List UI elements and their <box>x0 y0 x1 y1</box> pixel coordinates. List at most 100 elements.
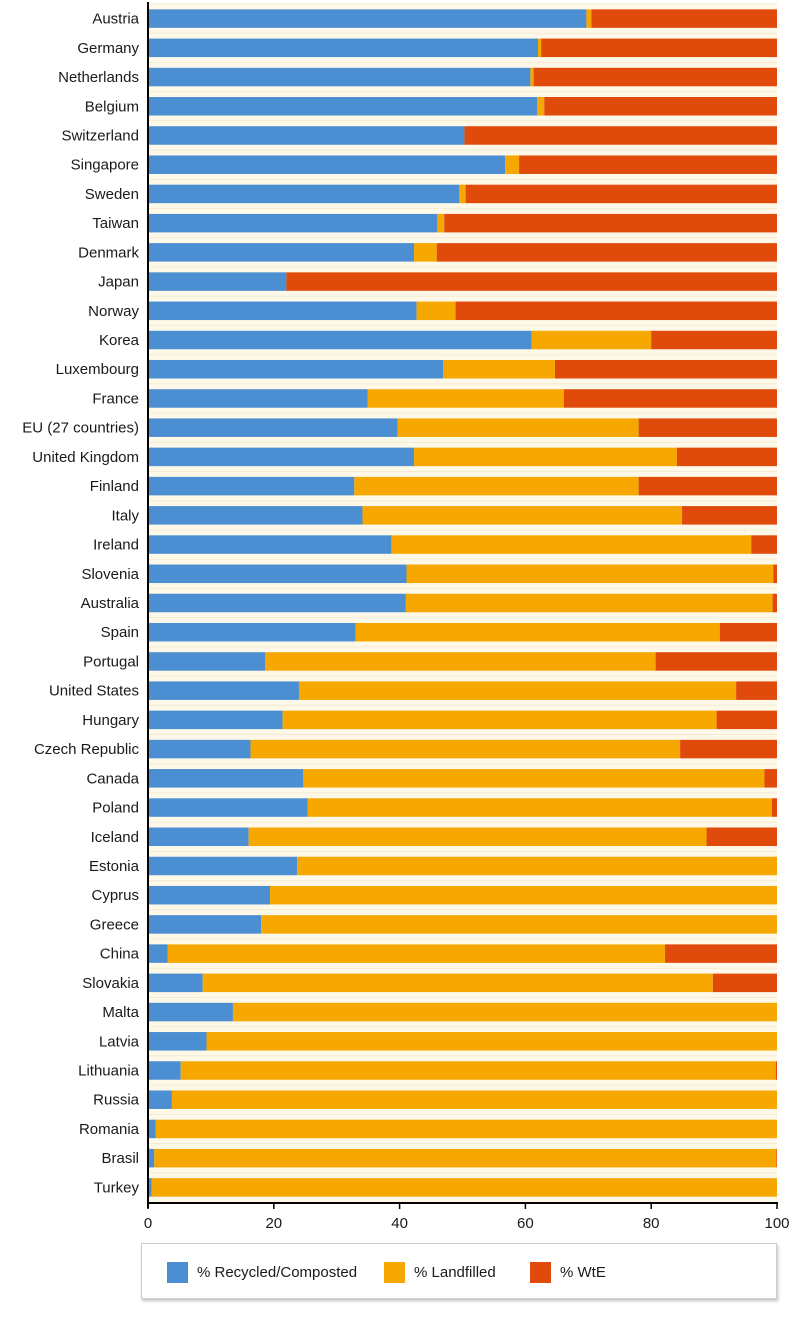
x-tick-label: 40 <box>391 1215 408 1232</box>
bar-france-recycled <box>148 389 368 408</box>
legend: % Recycled/Composted % Landfilled % WtE <box>141 1243 777 1299</box>
category-label-malta: Malta <box>102 1004 139 1021</box>
bar-cyprus-landfilled <box>270 885 777 905</box>
bar-iceland-wte <box>706 827 777 847</box>
bar-poland-landfilled <box>307 798 772 817</box>
bar-lithuania-recycled <box>148 1061 181 1080</box>
bar-eu-27-countries-recycled <box>148 418 398 437</box>
bar-cyprus-recycled <box>148 885 271 905</box>
category-label-china: China <box>100 946 140 963</box>
bar-korea-recycled <box>148 330 532 350</box>
category-label-sweden: Sweden <box>85 186 139 203</box>
x-tick-label: 0 <box>144 1215 152 1232</box>
bar-estonia-landfilled <box>297 856 777 876</box>
category-label-switzerland: Switzerland <box>61 127 139 144</box>
category-label-brasil: Brasil <box>101 1150 139 1167</box>
bar-united-states-landfilled <box>298 681 737 700</box>
bar-denmark-recycled <box>148 243 415 262</box>
bar-united-kingdom-wte <box>676 447 777 467</box>
bar-slovakia-wte <box>712 973 777 993</box>
bar-iceland-landfilled <box>248 827 707 847</box>
category-label-finland: Finland <box>90 478 139 495</box>
category-label-portugal: Portugal <box>83 653 139 670</box>
bar-netherlands-landfilled <box>530 67 534 87</box>
bar-spain-wte <box>719 622 777 642</box>
bar-canada-wte <box>764 769 777 788</box>
bar-netherlands-recycled <box>148 67 531 87</box>
bar-united-states-wte <box>736 681 777 700</box>
category-label-romania: Romania <box>79 1121 140 1138</box>
bar-italy-landfilled <box>362 506 683 525</box>
category-label-norway: Norway <box>88 303 139 320</box>
bar-sweden-landfilled <box>459 184 466 204</box>
category-label-slovakia: Slovakia <box>82 975 139 992</box>
bar-germany-recycled <box>148 38 538 58</box>
legend-item-landfilled: % Landfilled <box>384 1261 496 1283</box>
bar-netherlands-wte <box>533 67 777 87</box>
bar-brasil-wte <box>776 1148 777 1168</box>
bar-eu-27-countries-wte <box>638 418 777 437</box>
bar-norway-landfilled <box>416 301 456 321</box>
bar-sweden-recycled <box>148 184 460 204</box>
bar-latvia-recycled <box>148 1032 207 1051</box>
bar-taiwan-recycled <box>148 213 438 233</box>
category-labels: Austria Germany Netherlands Belgium Switzerl… <box>22 11 139 1197</box>
bar-france-landfilled <box>367 389 564 408</box>
category-label-italy: Italy <box>111 507 139 524</box>
bar-russia-landfilled <box>171 1090 777 1109</box>
category-label-latvia: Latvia <box>99 1033 140 1050</box>
bar-luxembourg-recycled <box>148 359 443 379</box>
bar-germany-landfilled <box>537 38 542 58</box>
bar-malta-landfilled <box>232 1002 778 1022</box>
bar-china-landfilled <box>167 944 666 963</box>
bar-slovakia-landfilled <box>202 973 713 993</box>
bar-czech-republic-wte <box>680 739 777 759</box>
bar-china-wte <box>665 944 777 963</box>
category-label-france: France <box>92 390 139 407</box>
category-label-eu-27-countries: EU (27 countries) <box>22 420 139 437</box>
bar-australia-wte <box>772 593 777 613</box>
bar-singapore-wte <box>519 155 777 174</box>
bar-australia-recycled <box>148 593 406 613</box>
bar-taiwan-landfilled <box>437 213 445 233</box>
bar-switzerland-recycled <box>148 126 465 145</box>
bar-denmark-landfilled <box>414 243 437 262</box>
bar-lithuania-landfilled <box>180 1061 776 1080</box>
category-label-taiwan: Taiwan <box>92 215 139 232</box>
category-label-denmark: Denmark <box>78 244 139 261</box>
bar-belgium-wte <box>544 97 777 116</box>
bar-united-kingdom-recycled <box>148 447 415 467</box>
bar-turkey-recycled <box>148 1178 152 1197</box>
category-label-estonia: Estonia <box>89 858 140 875</box>
legend-item-recycled: % Recycled/Composted <box>167 1261 357 1283</box>
bar-ireland-recycled <box>148 535 392 554</box>
bar-belgium-recycled <box>148 97 538 116</box>
bar-italy-wte <box>682 506 777 525</box>
category-label-lithuania: Lithuania <box>78 1063 140 1080</box>
category-label-slovenia: Slovenia <box>81 566 139 583</box>
bar-iceland-recycled <box>148 827 249 847</box>
bar-spain-recycled <box>148 622 356 642</box>
bar-estonia-recycled <box>148 856 298 876</box>
bar-greece-recycled <box>148 915 262 934</box>
bar-luxembourg-landfilled <box>443 359 555 379</box>
bar-austria-recycled <box>148 9 587 28</box>
bar-ireland-wte <box>751 535 777 554</box>
bar-slovenia-landfilled <box>406 564 774 584</box>
category-label-turkey: Turkey <box>94 1179 140 1196</box>
axes-group: 0 20 40 60 80 100 <box>144 2 790 1232</box>
legend-swatch-landfilled <box>384 1261 405 1283</box>
bar-slovakia-recycled <box>148 973 203 993</box>
bar-korea-wte <box>651 330 777 350</box>
bar-finland-wte <box>638 476 777 496</box>
category-label-germany: Germany <box>77 40 139 57</box>
bar-romania-recycled <box>148 1119 156 1139</box>
bar-austria-wte <box>591 9 777 28</box>
bar-france-wte <box>563 389 777 408</box>
bar-brasil-recycled <box>148 1148 155 1168</box>
bar-portugal-landfilled <box>264 652 656 671</box>
bar-hungary-recycled <box>148 710 283 730</box>
bar-malta-recycled <box>148 1002 233 1022</box>
bar-australia-landfilled <box>405 593 773 613</box>
